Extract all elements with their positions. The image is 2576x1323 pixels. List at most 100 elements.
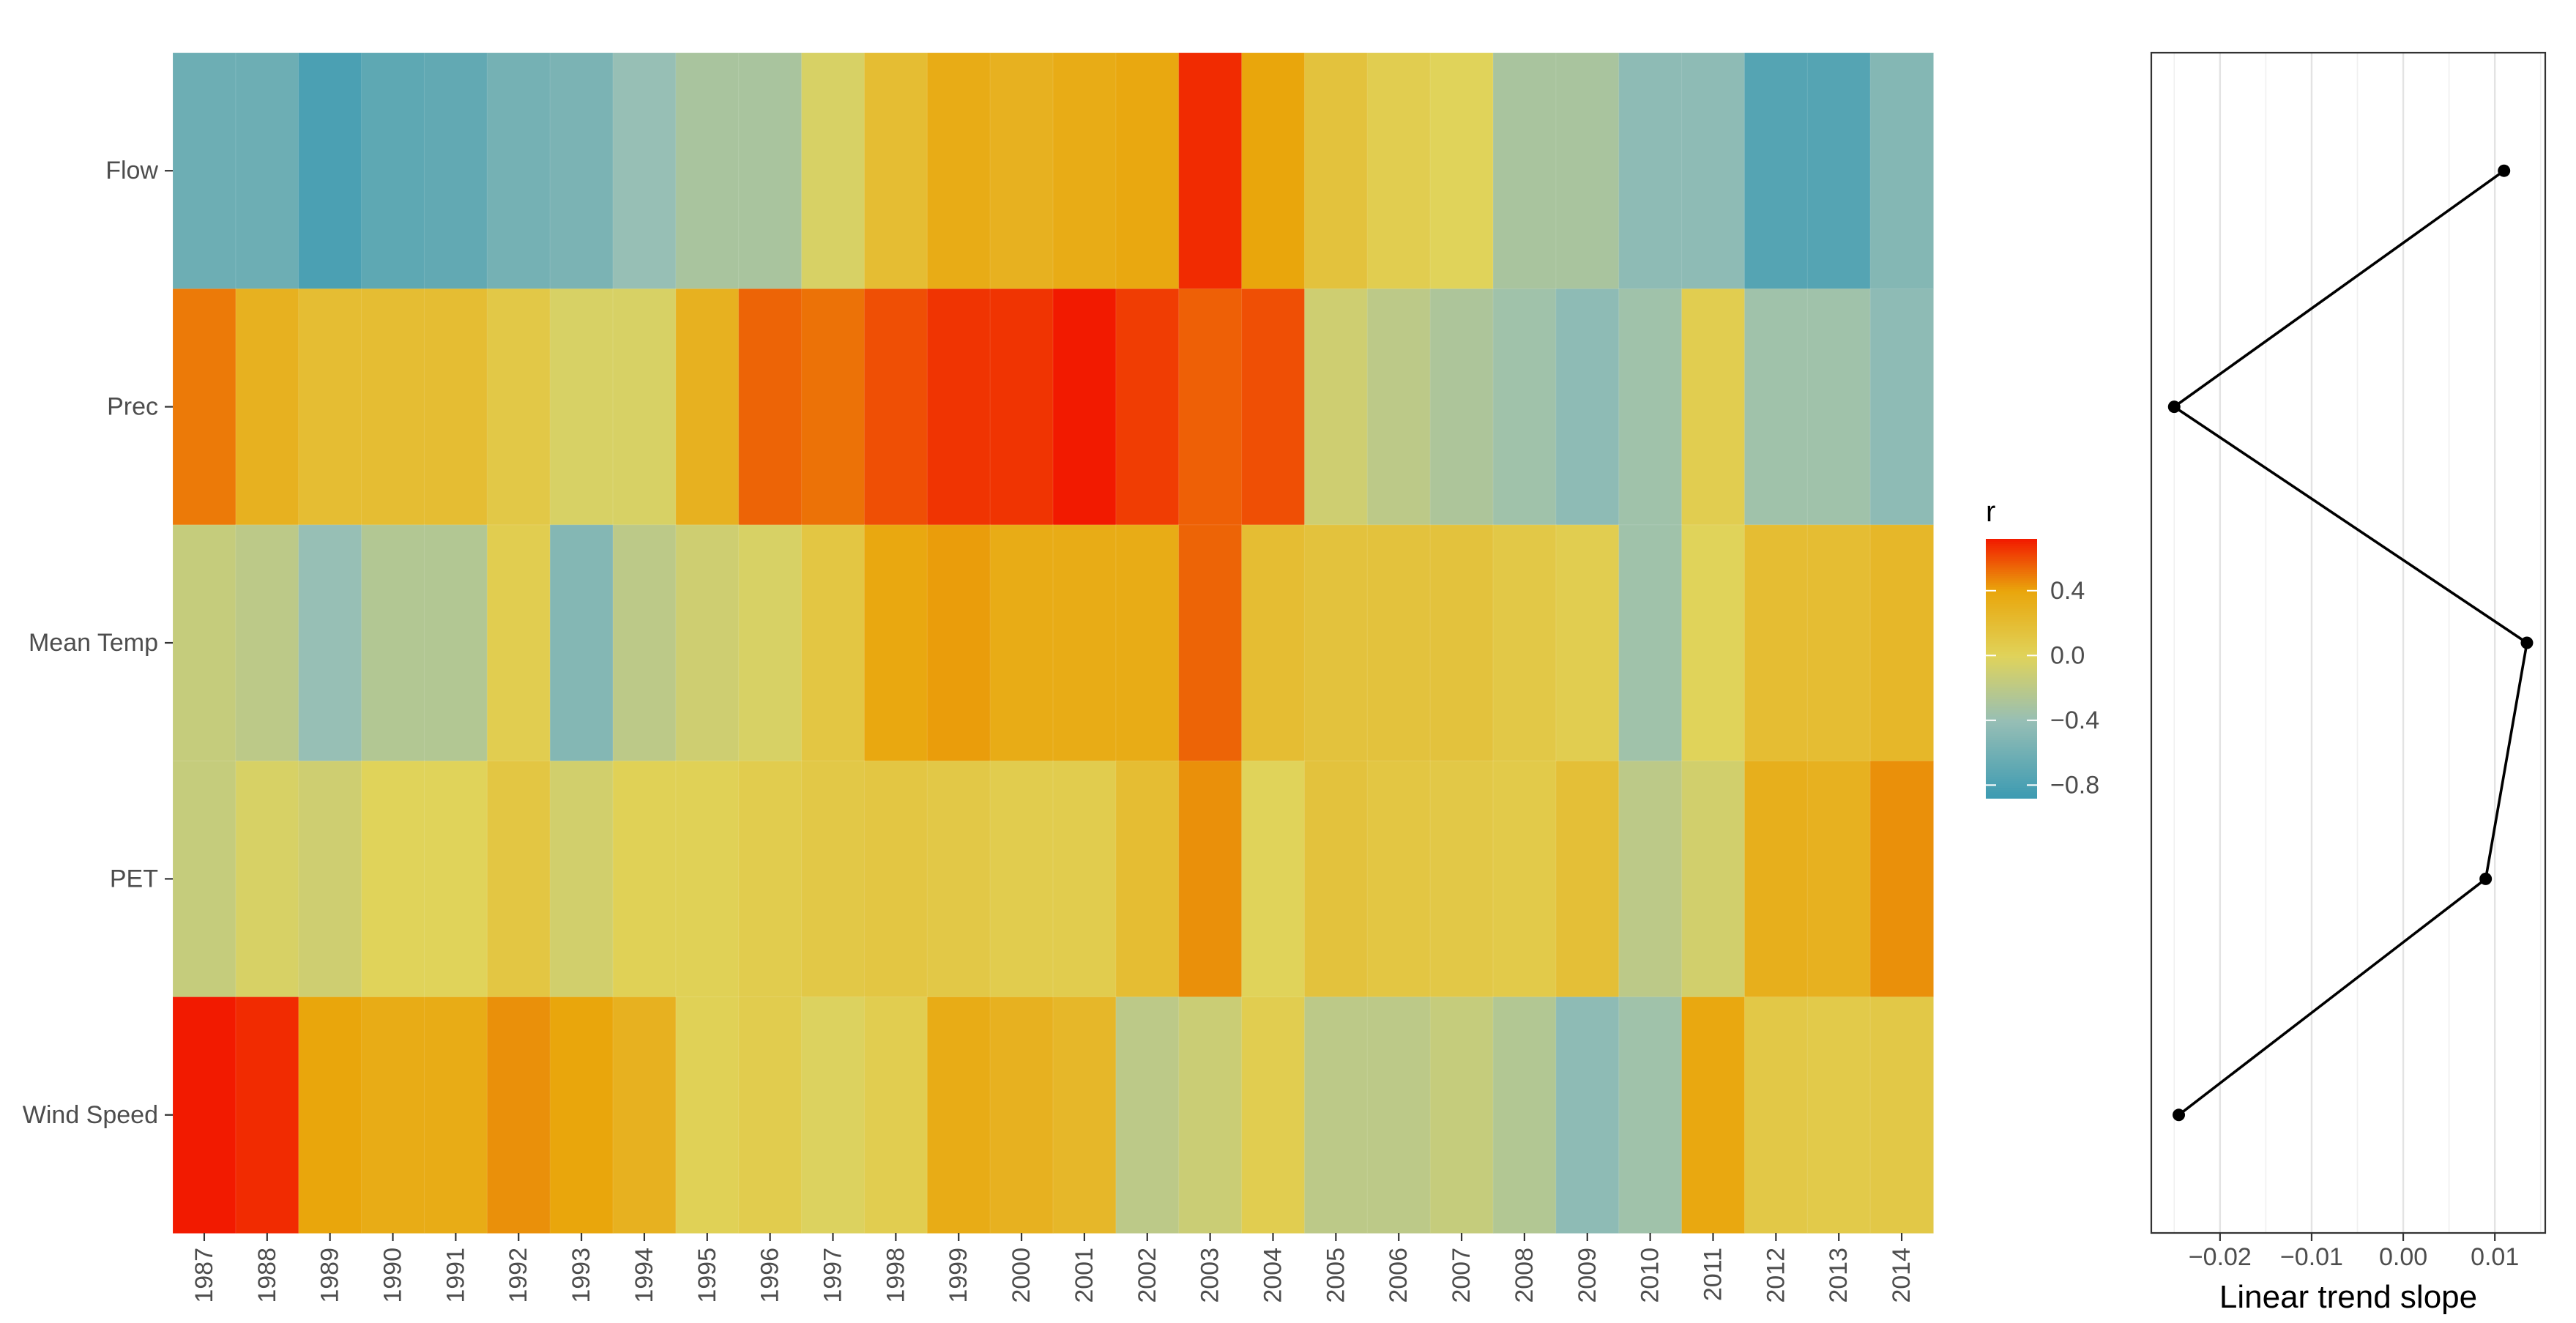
legend-gradient-step (1986, 597, 2037, 600)
heatmap-cell (423, 524, 488, 762)
heatmap-cell (1869, 760, 1935, 998)
legend-gradient-step (1986, 646, 2037, 650)
legend-gradient-step (1986, 761, 2037, 764)
heatmap-cell (298, 52, 362, 290)
legend-gradient-step (1986, 592, 2037, 596)
heatmap-cell (1366, 524, 1432, 762)
legend-gradient-step (1986, 726, 2037, 730)
heatmap-cell (1492, 52, 1557, 290)
heatmap-cell (486, 996, 551, 1234)
heatmap-cell (926, 524, 991, 762)
legend-gradient-step (1986, 582, 2037, 585)
legend-gradient-step (1986, 753, 2037, 756)
legend-gradient-step (1986, 627, 2037, 630)
legend-gradient-step (1986, 705, 2037, 708)
legend-gradient-step (1986, 765, 2037, 769)
heatmap-cell (1052, 760, 1117, 998)
x-tick-label: 1991 (442, 1248, 469, 1303)
legend-gradient-step (1986, 677, 2037, 680)
heatmap-cell (1366, 52, 1432, 290)
heatmap-cell (612, 760, 677, 998)
heatmap-cell (675, 996, 740, 1234)
heatmap-cell (1178, 760, 1243, 998)
x-tick-label: 2009 (1574, 1248, 1601, 1303)
heatmap-cell (549, 52, 614, 290)
heatmap-cell (675, 52, 740, 290)
heatmap-cell (1115, 288, 1180, 526)
heatmap-cell (1555, 996, 1620, 1234)
heatmap-cell (172, 288, 237, 526)
legend-gradient-step (1986, 713, 2037, 717)
heatmap-cell (801, 52, 866, 290)
legend-gradient-step (1986, 683, 2037, 687)
trend-panel-background (2151, 53, 2545, 1233)
legend-gradient-step (1986, 739, 2037, 743)
x-tick-label: 1989 (316, 1248, 344, 1303)
heatmap-cell (801, 760, 866, 998)
heatmap-cell (989, 996, 1054, 1234)
legend-gradient-step (1986, 623, 2037, 626)
heatmap-cell (1366, 288, 1432, 526)
x-tick-label: 2004 (1259, 1248, 1287, 1303)
heatmap-cell (1555, 760, 1620, 998)
legend-gradient-step (1986, 785, 2037, 789)
heatmap-cell (675, 524, 740, 762)
trend-point (2479, 872, 2493, 885)
legend-gradient-step (1986, 554, 2037, 557)
legend-gradient-step (1986, 679, 2037, 682)
legend-gradient-step (1986, 698, 2037, 702)
x-tick-label: 2006 (1385, 1248, 1412, 1303)
heatmap-cell (1241, 760, 1306, 998)
heatmap-cell (298, 996, 362, 1234)
x-tick-label: 2007 (1448, 1248, 1475, 1303)
y-tick-label: Flow (105, 157, 158, 185)
heatmap-cell (1618, 288, 1683, 526)
legend-gradient-step (1986, 769, 2037, 773)
legend-gradient-step (1986, 584, 2037, 587)
legend-gradient-step (1986, 571, 2037, 574)
legend-gradient-step (1986, 709, 2037, 712)
legend-gradient-step (1986, 588, 2037, 592)
trend-x-tick-label: −0.01 (2280, 1243, 2343, 1271)
heatmap-cell (298, 524, 362, 762)
heatmap-cell (172, 996, 237, 1234)
x-tick-label: 2008 (1511, 1248, 1538, 1303)
heatmap-cell (423, 760, 488, 998)
heatmap-cell (675, 288, 740, 526)
heatmap-cell (486, 288, 551, 526)
legend: r 0.4 0.0 −0.4 −0.8 (1986, 496, 2099, 799)
heatmap-cell (1743, 996, 1809, 1234)
legend-gradient-step (1986, 662, 2037, 665)
heatmap-cell (361, 760, 425, 998)
heatmap-cell (863, 760, 928, 998)
heatmap-cell (1869, 288, 1935, 526)
legend-gradient-step (1986, 737, 2037, 741)
legend-gradient-step (1986, 672, 2037, 676)
heatmap-cell (1618, 52, 1683, 290)
x-tick-label: 1988 (253, 1248, 281, 1303)
heatmap-cell (361, 52, 425, 290)
heatmap-cell (172, 52, 237, 290)
heatmap-cell (1806, 288, 1872, 526)
legend-gradient-step (1986, 543, 2037, 546)
x-tick-label: 1993 (567, 1248, 595, 1303)
heatmap-cell (1681, 52, 1746, 290)
legend-gradient-step (1986, 722, 2037, 726)
heatmap-cell (738, 524, 803, 762)
heatmap-cell (1681, 760, 1746, 998)
heatmap-cell (298, 288, 362, 526)
heatmap-cell (1555, 52, 1620, 290)
x-tick-label: 1995 (693, 1248, 721, 1303)
heatmap-cell (1115, 52, 1180, 290)
legend-gradient-step (1986, 638, 2037, 641)
legend-gradient-step (1986, 653, 2037, 657)
legend-gradient-step (1986, 614, 2037, 617)
heatmap-cell (1303, 524, 1369, 762)
legend-gradient-step (1986, 692, 2037, 696)
heatmap-cell (1743, 288, 1809, 526)
y-tick-label: Mean Temp (29, 629, 158, 657)
heatmap-cell (1743, 524, 1809, 762)
heatmap-cell (235, 52, 299, 290)
legend-gradient-step (1986, 748, 2037, 751)
heatmap-cell (863, 52, 928, 290)
